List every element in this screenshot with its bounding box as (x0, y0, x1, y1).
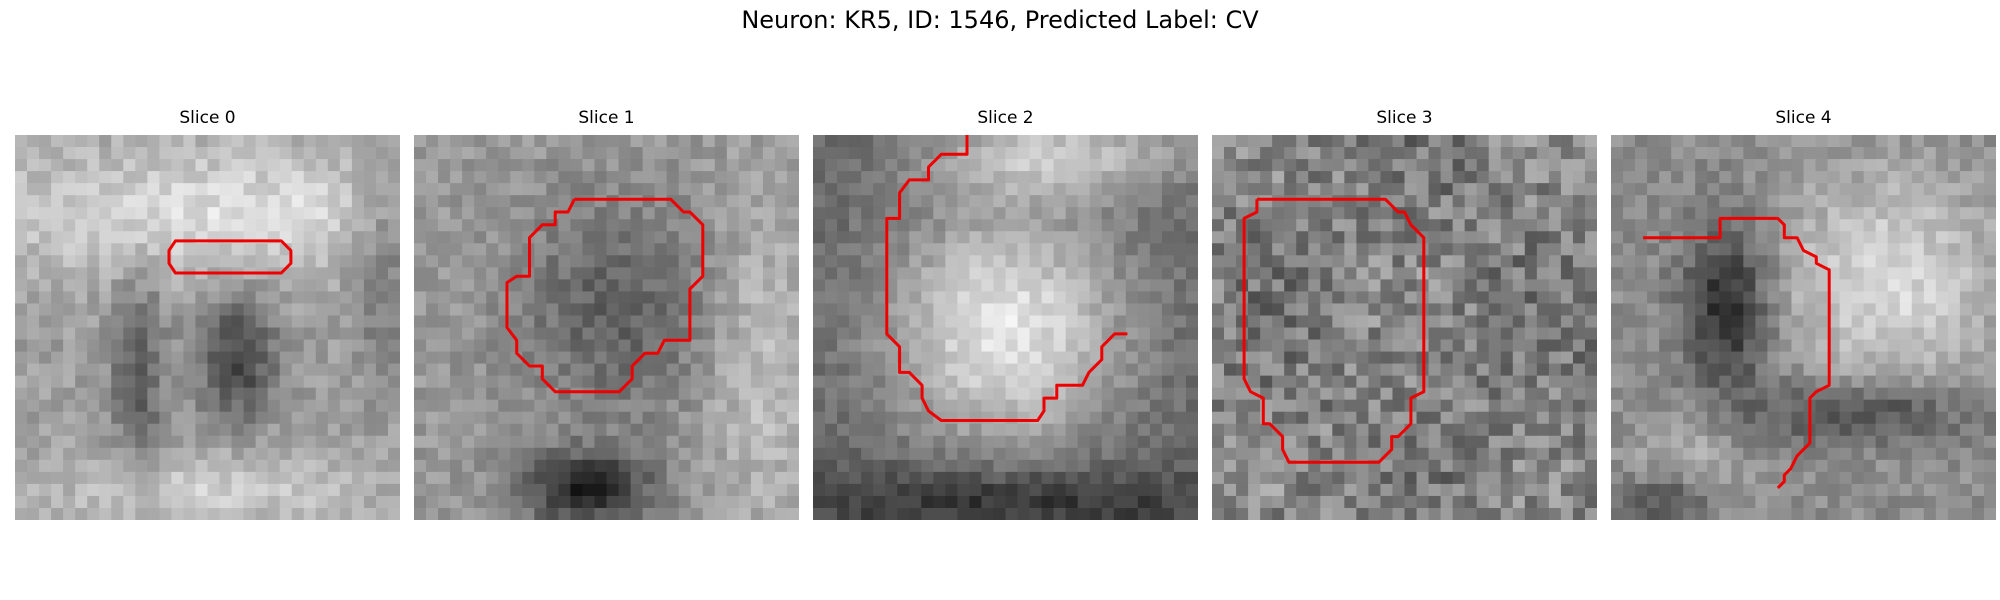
slice-image-3 (1212, 135, 1597, 520)
segmentation-contour-2 (885, 135, 1128, 422)
slice-title-3: Slice 3 (1376, 108, 1433, 128)
slice-image-0 (15, 135, 400, 520)
segmentation-contour-1 (505, 197, 705, 394)
segmentation-contour-3 (1242, 197, 1426, 464)
slice-title-1: Slice 1 (578, 108, 635, 128)
figure-title: Neuron: KR5, ID: 1546, Predicted Label: … (741, 6, 1259, 34)
slice-image-1 (414, 135, 799, 520)
slice-title-0: Slice 0 (179, 108, 236, 128)
segmentation-contour-4 (1643, 216, 1831, 489)
slice-image-2 (813, 135, 1198, 520)
slice-title-2: Slice 2 (977, 108, 1034, 128)
slice-image-4 (1611, 135, 1996, 520)
slice-title-4: Slice 4 (1775, 108, 1832, 128)
segmentation-contour-0 (167, 239, 293, 275)
